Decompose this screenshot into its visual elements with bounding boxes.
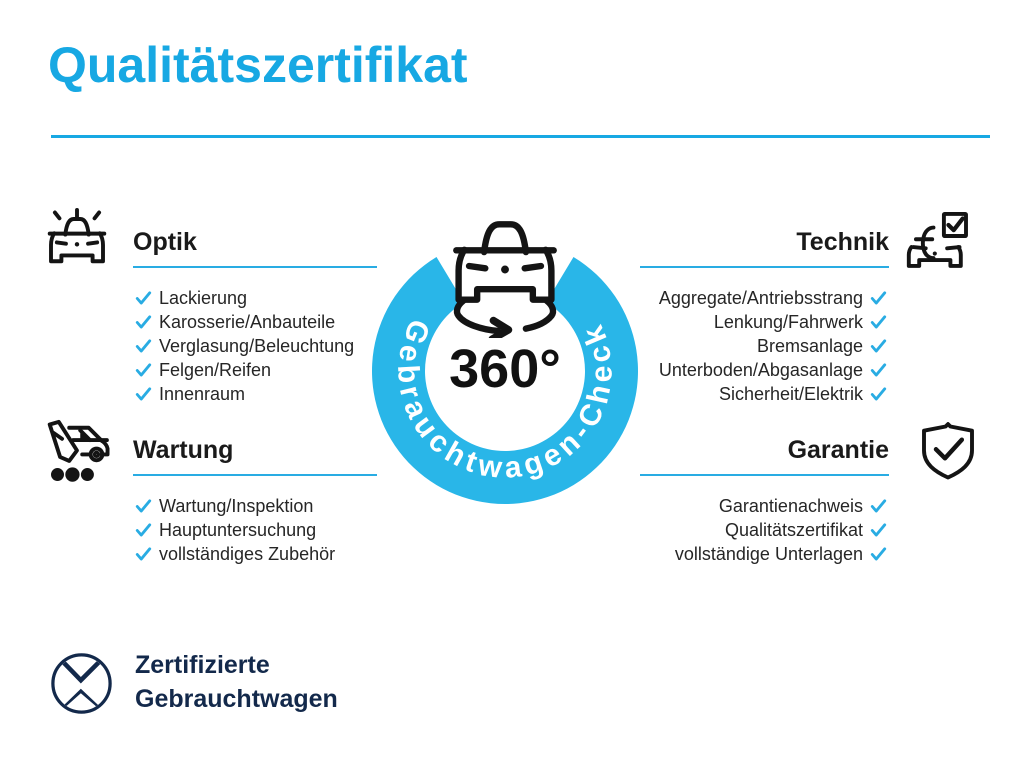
svg-text:Gebrauchtwagen-Check: Gebrauchtwagen-Check xyxy=(391,315,619,486)
